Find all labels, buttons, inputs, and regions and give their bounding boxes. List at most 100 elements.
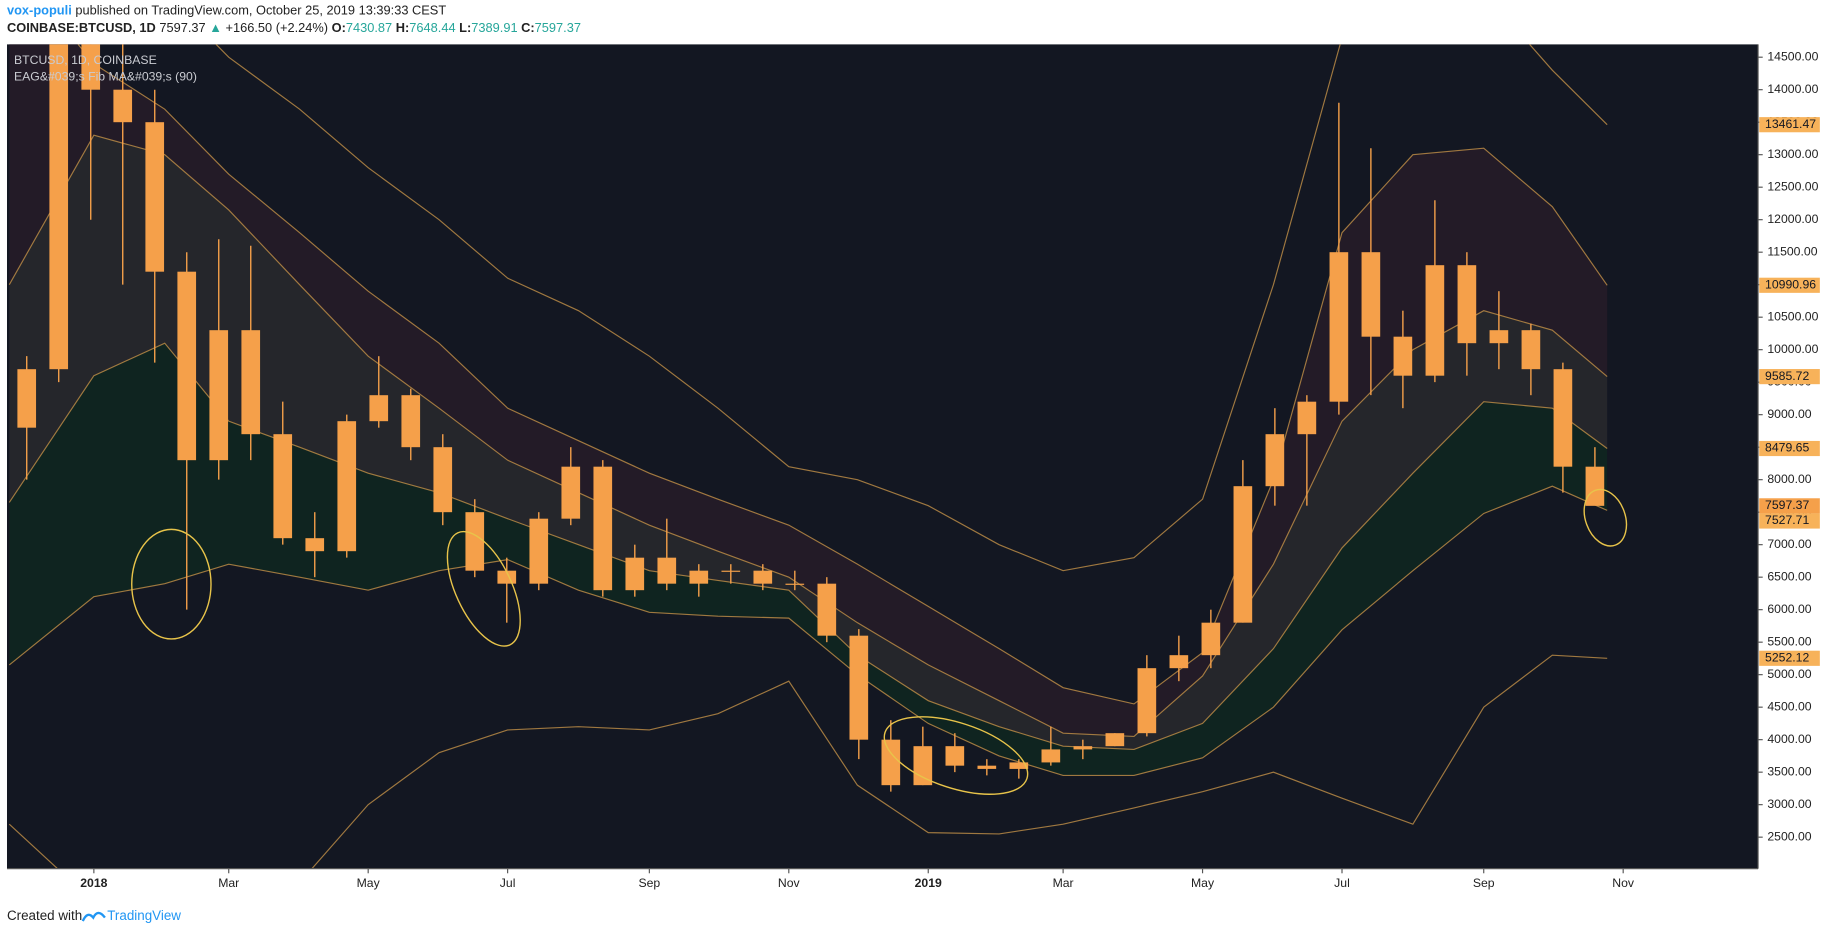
candle-body: [1201, 622, 1221, 656]
y-tick-label: 10000.00: [1767, 342, 1818, 356]
x-tick-label: Jul: [1334, 876, 1350, 890]
candle-body: [209, 330, 229, 461]
candle-body: [1009, 762, 1029, 769]
c-label: C:: [521, 21, 535, 36]
candle-body: [305, 538, 325, 552]
axis-layer: 2500.00 3000.00 3500.00 4000.00 4500.00 5000.…: [80, 49, 1820, 890]
band-line: [77, 44, 1608, 705]
candle-body: [17, 369, 37, 428]
candle-body: [977, 765, 997, 769]
change: +166.50 (+2.24%): [225, 21, 328, 36]
candle-body: [113, 89, 133, 123]
y-tick-label: 4000.00: [1767, 732, 1811, 746]
y-tick-label: 14000.00: [1767, 82, 1818, 96]
y-tick-label: 8000.00: [1767, 472, 1811, 486]
candle-body: [337, 421, 357, 552]
candle-body: [1137, 668, 1157, 734]
x-tick-label: Nov: [1612, 876, 1635, 890]
candle-body: [753, 570, 773, 584]
price-tag-box: [1759, 440, 1820, 457]
candle-body: [1169, 655, 1189, 669]
candle-body: [1361, 252, 1381, 337]
plot-layer: [8, 44, 1608, 869]
candle-body: [1105, 733, 1125, 747]
candle-body: [1297, 401, 1317, 435]
candle-body: [593, 466, 613, 591]
price-tag-label: 7527.71: [1765, 513, 1809, 527]
candle-body: [1393, 336, 1413, 376]
price-tag-label: 5252.12: [1765, 651, 1809, 665]
x-tick-label: Sep: [1473, 876, 1495, 890]
y-tick-label: 6500.00: [1767, 569, 1811, 583]
x-tick-label: 2018: [80, 876, 107, 890]
band-fill: [9, 135, 1608, 750]
header-line-2: COINBASE:BTCUSD, 1D 7597.37 ▲ +166.50 (+…: [7, 21, 581, 36]
candle-body: [561, 466, 581, 519]
candle-body: [1521, 330, 1541, 370]
y-tick-label: 4500.00: [1767, 699, 1811, 713]
candle-body: [849, 635, 869, 740]
annotation-ellipse: [1583, 488, 1628, 547]
candle-body: [913, 746, 933, 786]
y-tick-label: 5000.00: [1767, 667, 1811, 681]
band-line: [8, 654, 1608, 869]
candle-body: [369, 395, 389, 422]
brand-icon: [81, 911, 106, 922]
candle-body: [1489, 330, 1509, 344]
y-tick-label: 6000.00: [1767, 602, 1811, 616]
symbol: COINBASE:BTCUSD, 1D: [7, 21, 156, 36]
candle-body: [1425, 265, 1445, 376]
y-tick-label: 3000.00: [1767, 797, 1811, 811]
price-tag-box: [1759, 498, 1820, 514]
candle-body: [1585, 466, 1605, 506]
price-tag-label: 13461.47: [1765, 117, 1816, 131]
o-label: O:: [332, 21, 346, 36]
candle-body: [241, 330, 261, 435]
y-tick-label: 2500.00: [1767, 829, 1811, 843]
candle-body: [433, 447, 453, 513]
x-tick-label: 2019: [915, 876, 942, 890]
annotation-ellipse: [883, 716, 1029, 795]
price-tag-box: [1759, 369, 1820, 385]
band-line: [215, 44, 1608, 572]
candle-body: [401, 395, 421, 448]
close: 7597.37: [535, 21, 581, 36]
arrow: ▲: [209, 21, 222, 36]
published: published on TradingView.com, October 25…: [72, 3, 447, 18]
candle-body: [177, 271, 197, 461]
y-tick-label: 13000.00: [1767, 147, 1818, 161]
y-tick-label: 5500.00: [1767, 634, 1811, 648]
candle-body: [1329, 252, 1349, 402]
y-tick-label: 11500.00: [1767, 244, 1817, 258]
candle-body: [49, 44, 69, 370]
annotation-ellipse: [131, 528, 212, 640]
candle-body: [1233, 486, 1253, 623]
x-tick-label: Nov: [778, 876, 801, 890]
price-tag-box: [1759, 117, 1820, 133]
y-tick-label: 14500.00: [1767, 49, 1818, 63]
price-tag-label: 8479.65: [1765, 441, 1809, 455]
x-tick-label: Mar: [1053, 876, 1074, 890]
price-tag-box: [1759, 277, 1820, 293]
price-tag-box: [1759, 650, 1820, 666]
footer-brand[interactable]: TradingView: [107, 908, 181, 923]
y-tick-label: 9000.00: [1767, 407, 1811, 421]
candle-body: [1457, 265, 1477, 344]
candle-body: [1553, 369, 1573, 467]
candle-body: [657, 557, 677, 584]
chart-title: BTCUSD, 1D, COINBASE: [14, 53, 157, 67]
x-tick-label: Mar: [218, 876, 239, 890]
y-tick-label: 10500.00: [1767, 309, 1818, 323]
annotation-ellipse: [446, 530, 521, 647]
x-tick-label: May: [357, 876, 381, 890]
footer-created: Created with: [7, 908, 82, 923]
author[interactable]: vox-populi: [7, 3, 72, 18]
candle-body: [529, 518, 549, 584]
x-tick-label: May: [1191, 876, 1215, 890]
price-tag-box: [1759, 513, 1820, 529]
candle-body: [817, 583, 837, 636]
band-fill: [9, 343, 1608, 776]
price-tag-label: 7597.37: [1765, 498, 1809, 512]
y-tick-label: 7000.00: [1767, 537, 1811, 551]
